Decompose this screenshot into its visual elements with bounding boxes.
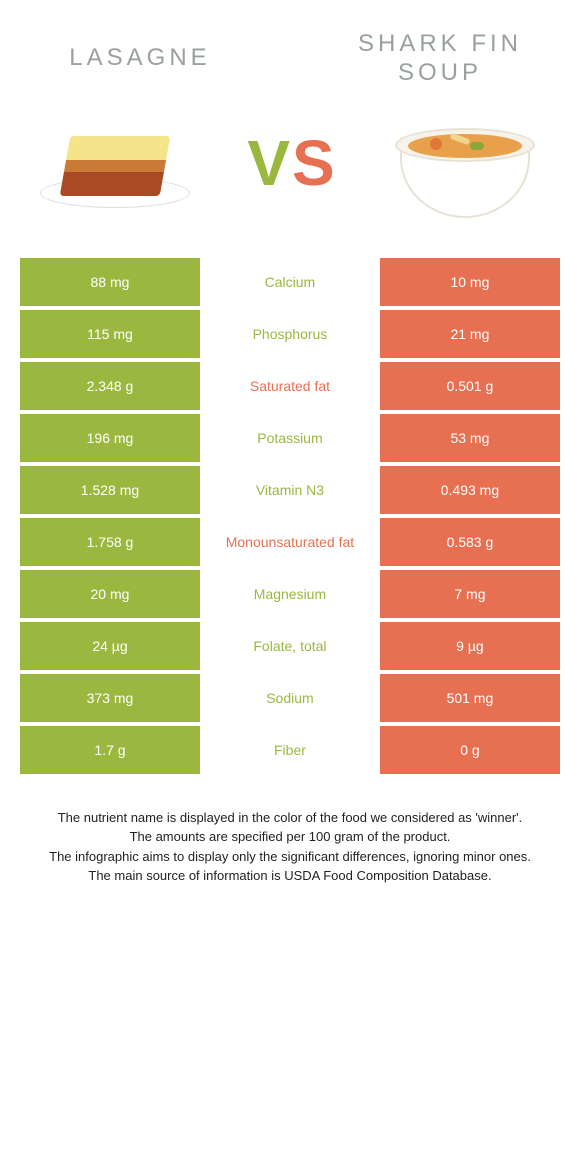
right-value: 7 mg xyxy=(380,570,560,618)
left-value: 24 µg xyxy=(20,622,200,670)
right-food-title: SHARK FIN SOUP xyxy=(340,30,540,88)
table-row: 196 mgPotassium53 mg xyxy=(20,414,560,462)
table-row: 2.348 gSaturated fat0.501 g xyxy=(20,362,560,410)
nutrient-label: Fiber xyxy=(200,726,380,774)
table-row: 88 mgCalcium10 mg xyxy=(20,258,560,306)
soup-image xyxy=(380,98,550,228)
footnote-line: The main source of information is USDA F… xyxy=(30,866,550,886)
left-value: 1.528 mg xyxy=(20,466,200,514)
footnote-line: The amounts are specified per 100 gram o… xyxy=(30,827,550,847)
nutrient-label: Vitamin N3 xyxy=(200,466,380,514)
footnote-line: The infographic aims to display only the… xyxy=(30,847,550,867)
lasagne-image xyxy=(30,98,200,228)
right-value: 0 g xyxy=(380,726,560,774)
nutrient-label: Phosphorus xyxy=(200,310,380,358)
right-value: 10 mg xyxy=(380,258,560,306)
header-titles: LASAGNE SHARK FIN SOUP xyxy=(0,0,580,98)
table-row: 1.528 mgVitamin N30.493 mg xyxy=(20,466,560,514)
nutrient-label: Magnesium xyxy=(200,570,380,618)
nutrient-label: Potassium xyxy=(200,414,380,462)
right-value: 0.493 mg xyxy=(380,466,560,514)
right-value: 53 mg xyxy=(380,414,560,462)
nutrient-label: Folate, total xyxy=(200,622,380,670)
left-value: 2.348 g xyxy=(20,362,200,410)
left-value: 20 mg xyxy=(20,570,200,618)
table-row: 373 mgSodium501 mg xyxy=(20,674,560,722)
table-row: 24 µgFolate, total9 µg xyxy=(20,622,560,670)
left-value: 88 mg xyxy=(20,258,200,306)
right-value: 501 mg xyxy=(380,674,560,722)
images-row: VS xyxy=(0,98,580,258)
table-row: 1.758 gMonounsaturated fat0.583 g xyxy=(20,518,560,566)
table-row: 20 mgMagnesium7 mg xyxy=(20,570,560,618)
footnotes: The nutrient name is displayed in the co… xyxy=(0,778,580,926)
vs-letter-s: S xyxy=(292,126,333,200)
nutrition-table: 88 mgCalcium10 mg115 mgPhosphorus21 mg2.… xyxy=(0,258,580,774)
vs-letter-v: V xyxy=(247,126,288,200)
left-value: 1.758 g xyxy=(20,518,200,566)
nutrient-label: Sodium xyxy=(200,674,380,722)
table-row: 1.7 gFiber0 g xyxy=(20,726,560,774)
left-value: 373 mg xyxy=(20,674,200,722)
footnote-line: The nutrient name is displayed in the co… xyxy=(30,808,550,828)
left-value: 115 mg xyxy=(20,310,200,358)
right-value: 0.501 g xyxy=(380,362,560,410)
right-value: 21 mg xyxy=(380,310,560,358)
nutrient-label: Calcium xyxy=(200,258,380,306)
left-value: 196 mg xyxy=(20,414,200,462)
right-value: 9 µg xyxy=(380,622,560,670)
nutrient-label: Saturated fat xyxy=(200,362,380,410)
vs-badge: VS xyxy=(247,126,332,200)
right-value: 0.583 g xyxy=(380,518,560,566)
left-food-title: LASAGNE xyxy=(40,44,240,73)
table-row: 115 mgPhosphorus21 mg xyxy=(20,310,560,358)
nutrient-label: Monounsaturated fat xyxy=(200,518,380,566)
infographic-container: LASAGNE SHARK FIN SOUP VS 88 mgCalcium10… xyxy=(0,0,580,926)
left-value: 1.7 g xyxy=(20,726,200,774)
